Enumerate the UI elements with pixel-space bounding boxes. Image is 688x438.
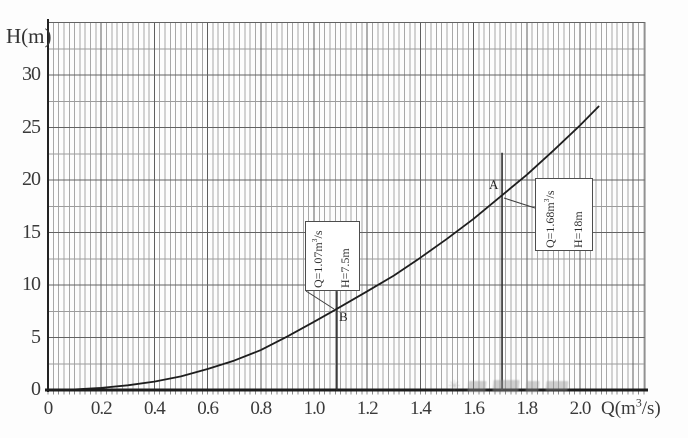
hq-curve: [47, 105, 600, 391]
x-tick-label: 0.4: [144, 398, 166, 419]
watermark: ✳: [448, 374, 580, 398]
x-axis-title: Q(m3/s): [601, 396, 661, 420]
watermark-smudge: [545, 381, 569, 391]
x-tick-label: 1.4: [410, 398, 432, 419]
watermark-smudge: [467, 380, 487, 392]
x-tick-label: 1.6: [463, 398, 485, 419]
series-curves: [47, 105, 600, 391]
watermark-logo-icon: ✳: [448, 378, 461, 395]
y-tick-label: 10: [22, 273, 41, 295]
y-tick-label: 15: [22, 220, 41, 243]
annotation-b-h-text: H=7.5m: [338, 248, 352, 288]
grid-major-lines: [47, 22, 646, 391]
x-tick-label: 0.8: [250, 398, 272, 419]
x-tick-label: 1.2: [356, 398, 379, 419]
axes: [45, 19, 648, 392]
point-label-a: A: [489, 177, 499, 192]
annotation-marker-lines: [305, 152, 536, 390]
y-axis-title: H(m): [6, 24, 52, 48]
x-tick-label: 1.0: [303, 398, 326, 419]
annotation-a-h-text: H=18m: [571, 211, 585, 248]
annotation-box-b: Q=1.07m3/s H=7.5m: [305, 221, 360, 291]
leader-line-a: [503, 197, 536, 209]
point-label-b: B: [339, 309, 348, 324]
y-tick-label: 20: [22, 168, 41, 190]
annotation-b-q-text: Q=1.07m3/s: [310, 230, 325, 288]
x-tick-label: 0.6: [197, 398, 219, 419]
y-tick-label: 25: [22, 115, 41, 138]
y-tick-label: 0: [31, 378, 41, 400]
grid-minor-lines: [47, 22, 645, 395]
x-tick-label: 2.0: [569, 398, 592, 419]
leader-line-b: [305, 290, 335, 310]
x-axis-title-sup: 3: [635, 396, 642, 410]
watermark-smudge: [525, 380, 540, 392]
x-axis-title-pre: Q(m: [601, 398, 636, 419]
y-tick-label: 30: [22, 63, 41, 85]
y-tick-label: 5: [31, 325, 41, 348]
watermark-smudge: [491, 380, 520, 392]
x-tick-label: 0: [43, 398, 54, 419]
annotation-box-a: Q=1.68m3/s H=18m: [535, 178, 593, 251]
annotation-a-q-text: Q=1.68m3/s: [542, 190, 557, 248]
x-tick-label: 0.2: [90, 398, 113, 419]
x-axis-title-post: /s): [641, 398, 661, 419]
x-tick-label: 1.8: [516, 398, 538, 419]
